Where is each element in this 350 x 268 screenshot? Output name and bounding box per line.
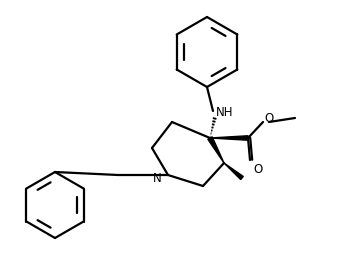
Text: O: O bbox=[264, 113, 273, 125]
Polygon shape bbox=[224, 163, 243, 180]
Polygon shape bbox=[210, 136, 248, 140]
Text: NH: NH bbox=[216, 106, 233, 120]
Text: N: N bbox=[153, 172, 162, 184]
Text: O: O bbox=[253, 163, 262, 176]
Polygon shape bbox=[208, 137, 224, 163]
